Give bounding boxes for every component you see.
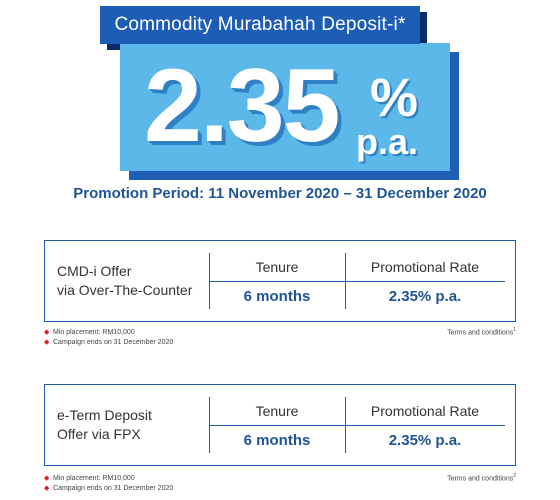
note-campaign-end: Campaign ends on 31 December 2020 <box>53 338 174 346</box>
tenure-header: Tenure <box>255 259 299 275</box>
tenure-value: 6 months <box>243 287 311 305</box>
terms-link-text[interactable]: Terms and conditions <box>447 475 514 483</box>
offer-channel-line2: Offer via FPX <box>57 426 141 442</box>
rate-header: Promotional Rate <box>370 259 480 275</box>
note-campaign-end: Campaign ends on 31 December 2020 <box>53 484 174 492</box>
rate-number: 2.35 <box>144 48 340 164</box>
tenure-value: 6 months <box>243 431 311 449</box>
offer-channel: e-Term Deposit Offer via FPX <box>45 385 209 465</box>
terms-link[interactable]: Terms and conditions2 <box>447 473 516 482</box>
divider <box>209 281 505 282</box>
terms-link-text[interactable]: Terms and conditions <box>447 329 514 337</box>
note-min-placement: Min placement: RM10,000 <box>53 328 135 336</box>
note-min-placement: Min placement: RM10,000 <box>53 474 135 482</box>
offer-notes-fpx: ◆ Min placement: RM10,000 ◆ Campaign ends … <box>44 473 516 493</box>
bullet-icon: ◆ <box>44 485 50 492</box>
divider <box>209 425 505 426</box>
tenure-header: Tenure <box>255 403 299 419</box>
rate-value: 2.35% p.a. <box>388 431 462 449</box>
bullet-icon: ◆ <box>44 329 50 336</box>
note-item: ◆ Campaign ends on 31 December 2020 <box>44 337 516 347</box>
rate-percent-sign: % <box>370 68 419 128</box>
offer-channel-line1: e-Term Deposit <box>57 407 152 423</box>
rate-box: 2.35 % p.a. <box>120 43 450 171</box>
offer-channel-line1: CMD-i Offer <box>57 263 132 279</box>
offer-card-fpx: e-Term Deposit Offer via FPX Tenure Prom… <box>44 384 516 466</box>
note-item: ◆ Campaign ends on 31 December 2020 <box>44 483 516 493</box>
terms-link[interactable]: Terms and conditions1 <box>447 327 516 336</box>
promotion-period: Promotion Period: 11 November 2020 – 31 … <box>73 185 487 202</box>
terms-footnote: 1 <box>513 327 516 333</box>
bullet-icon: ◆ <box>44 475 50 482</box>
offer-notes-otc: ◆ Min placement: RM10,000 ◆ Campaign ends … <box>44 327 516 347</box>
note-item: ◆ Min placement: RM10,000 <box>44 473 516 483</box>
rate-per-annum: p.a. <box>356 121 419 162</box>
offer-channel: CMD-i Offer via Over-The-Counter <box>45 241 209 321</box>
product-title: Commodity Murabahah Deposit-i* <box>100 6 420 44</box>
terms-footnote: 2 <box>513 473 516 479</box>
bullet-icon: ◆ <box>44 339 50 346</box>
offer-card-otc: CMD-i Offer via Over-The-Counter Tenure … <box>44 240 516 322</box>
rate-header: Promotional Rate <box>370 403 480 419</box>
offer-channel-line2: via Over-The-Counter <box>57 282 193 298</box>
promo-banner: Commodity Murabahah Deposit-i* 2.35 % p.… <box>0 0 560 202</box>
rate-value: 2.35% p.a. <box>388 287 462 305</box>
note-item: ◆ Min placement: RM10,000 <box>44 327 516 337</box>
